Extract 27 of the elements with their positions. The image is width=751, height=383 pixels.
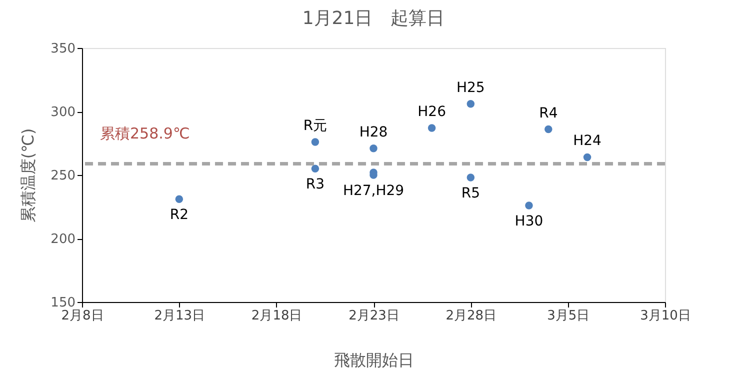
- annotation: H24: [573, 133, 602, 150]
- y-tick-label: 350: [50, 42, 76, 56]
- ref-line-label: 累積258.9℃: [100, 124, 190, 143]
- x-tick-label: 2月8日: [61, 308, 104, 324]
- x-tick-label: 2月28日: [446, 308, 497, 324]
- annotation: H25: [456, 80, 485, 96]
- y-tick-label: 300: [50, 105, 76, 120]
- y-axis-title: 累積温度(℃): [18, 128, 38, 223]
- x-tick-label: 3月5日: [547, 308, 590, 324]
- annotation: R3: [306, 176, 325, 193]
- annotation: H26: [418, 104, 446, 120]
- x-tick-label: 2月18日: [251, 308, 302, 324]
- x-axis-title: 飛散開始日: [334, 350, 414, 370]
- x-tick-label: 2月23日: [348, 308, 400, 324]
- annotation: H27,H29: [342, 183, 404, 199]
- annotation: R5: [461, 186, 480, 202]
- x-tick-label: 2月13日: [154, 308, 206, 324]
- y-tick-label: 200: [50, 232, 76, 247]
- annotation: H30: [514, 213, 544, 230]
- chart-title: 1月21日 起算日: [302, 8, 445, 29]
- annotation: R2: [170, 207, 188, 224]
- annotation: R元: [303, 118, 328, 134]
- x-tick-label: 3月10日: [640, 308, 691, 324]
- y-tick-label: 150: [50, 296, 76, 310]
- y-tick-label: 250: [50, 168, 76, 184]
- annotation: R4: [539, 105, 558, 122]
- annotation: H28: [359, 124, 388, 140]
